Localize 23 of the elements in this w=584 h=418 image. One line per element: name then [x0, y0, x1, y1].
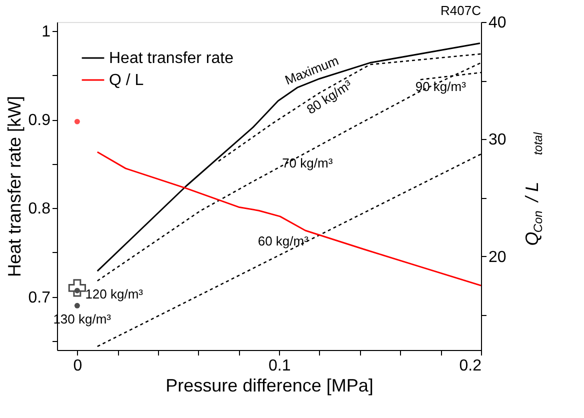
point [74, 302, 80, 308]
annotation: 120 kg/m³ [85, 286, 144, 302]
y-tick-label: 1 [42, 23, 51, 40]
x-tick-label: 0.2 [459, 358, 482, 374]
text: R407C [440, 3, 481, 18]
x-tick-label: 0 [73, 358, 82, 374]
x-axis-title: Pressure difference [MPa] [166, 376, 374, 396]
y2-tick-label: 20 [488, 248, 506, 266]
y2-tick-label: 40 [488, 14, 506, 32]
annotation: 90 kg/m³ [415, 78, 467, 94]
annotation: 70 kg/m³ [282, 155, 334, 170]
y2-tick-label: 30 [488, 132, 506, 149]
legend-label: Heat transfer rate [109, 50, 234, 67]
y-axis-title: Heat transfer rate [kW] [4, 96, 24, 278]
point [68, 279, 86, 297]
line-series [96, 151, 481, 286]
x-tick-label: 0.1 [268, 358, 291, 374]
annotation: 60 kg/m³ [258, 233, 310, 248]
y-tick-label: 0.9 [28, 112, 51, 130]
y-tick-label: 0.8 [28, 200, 51, 218]
text: QCon / Ltotal [522, 132, 545, 246]
legend-label: Q / L [109, 72, 144, 89]
y-tick-label: 0.7 [28, 289, 51, 306]
